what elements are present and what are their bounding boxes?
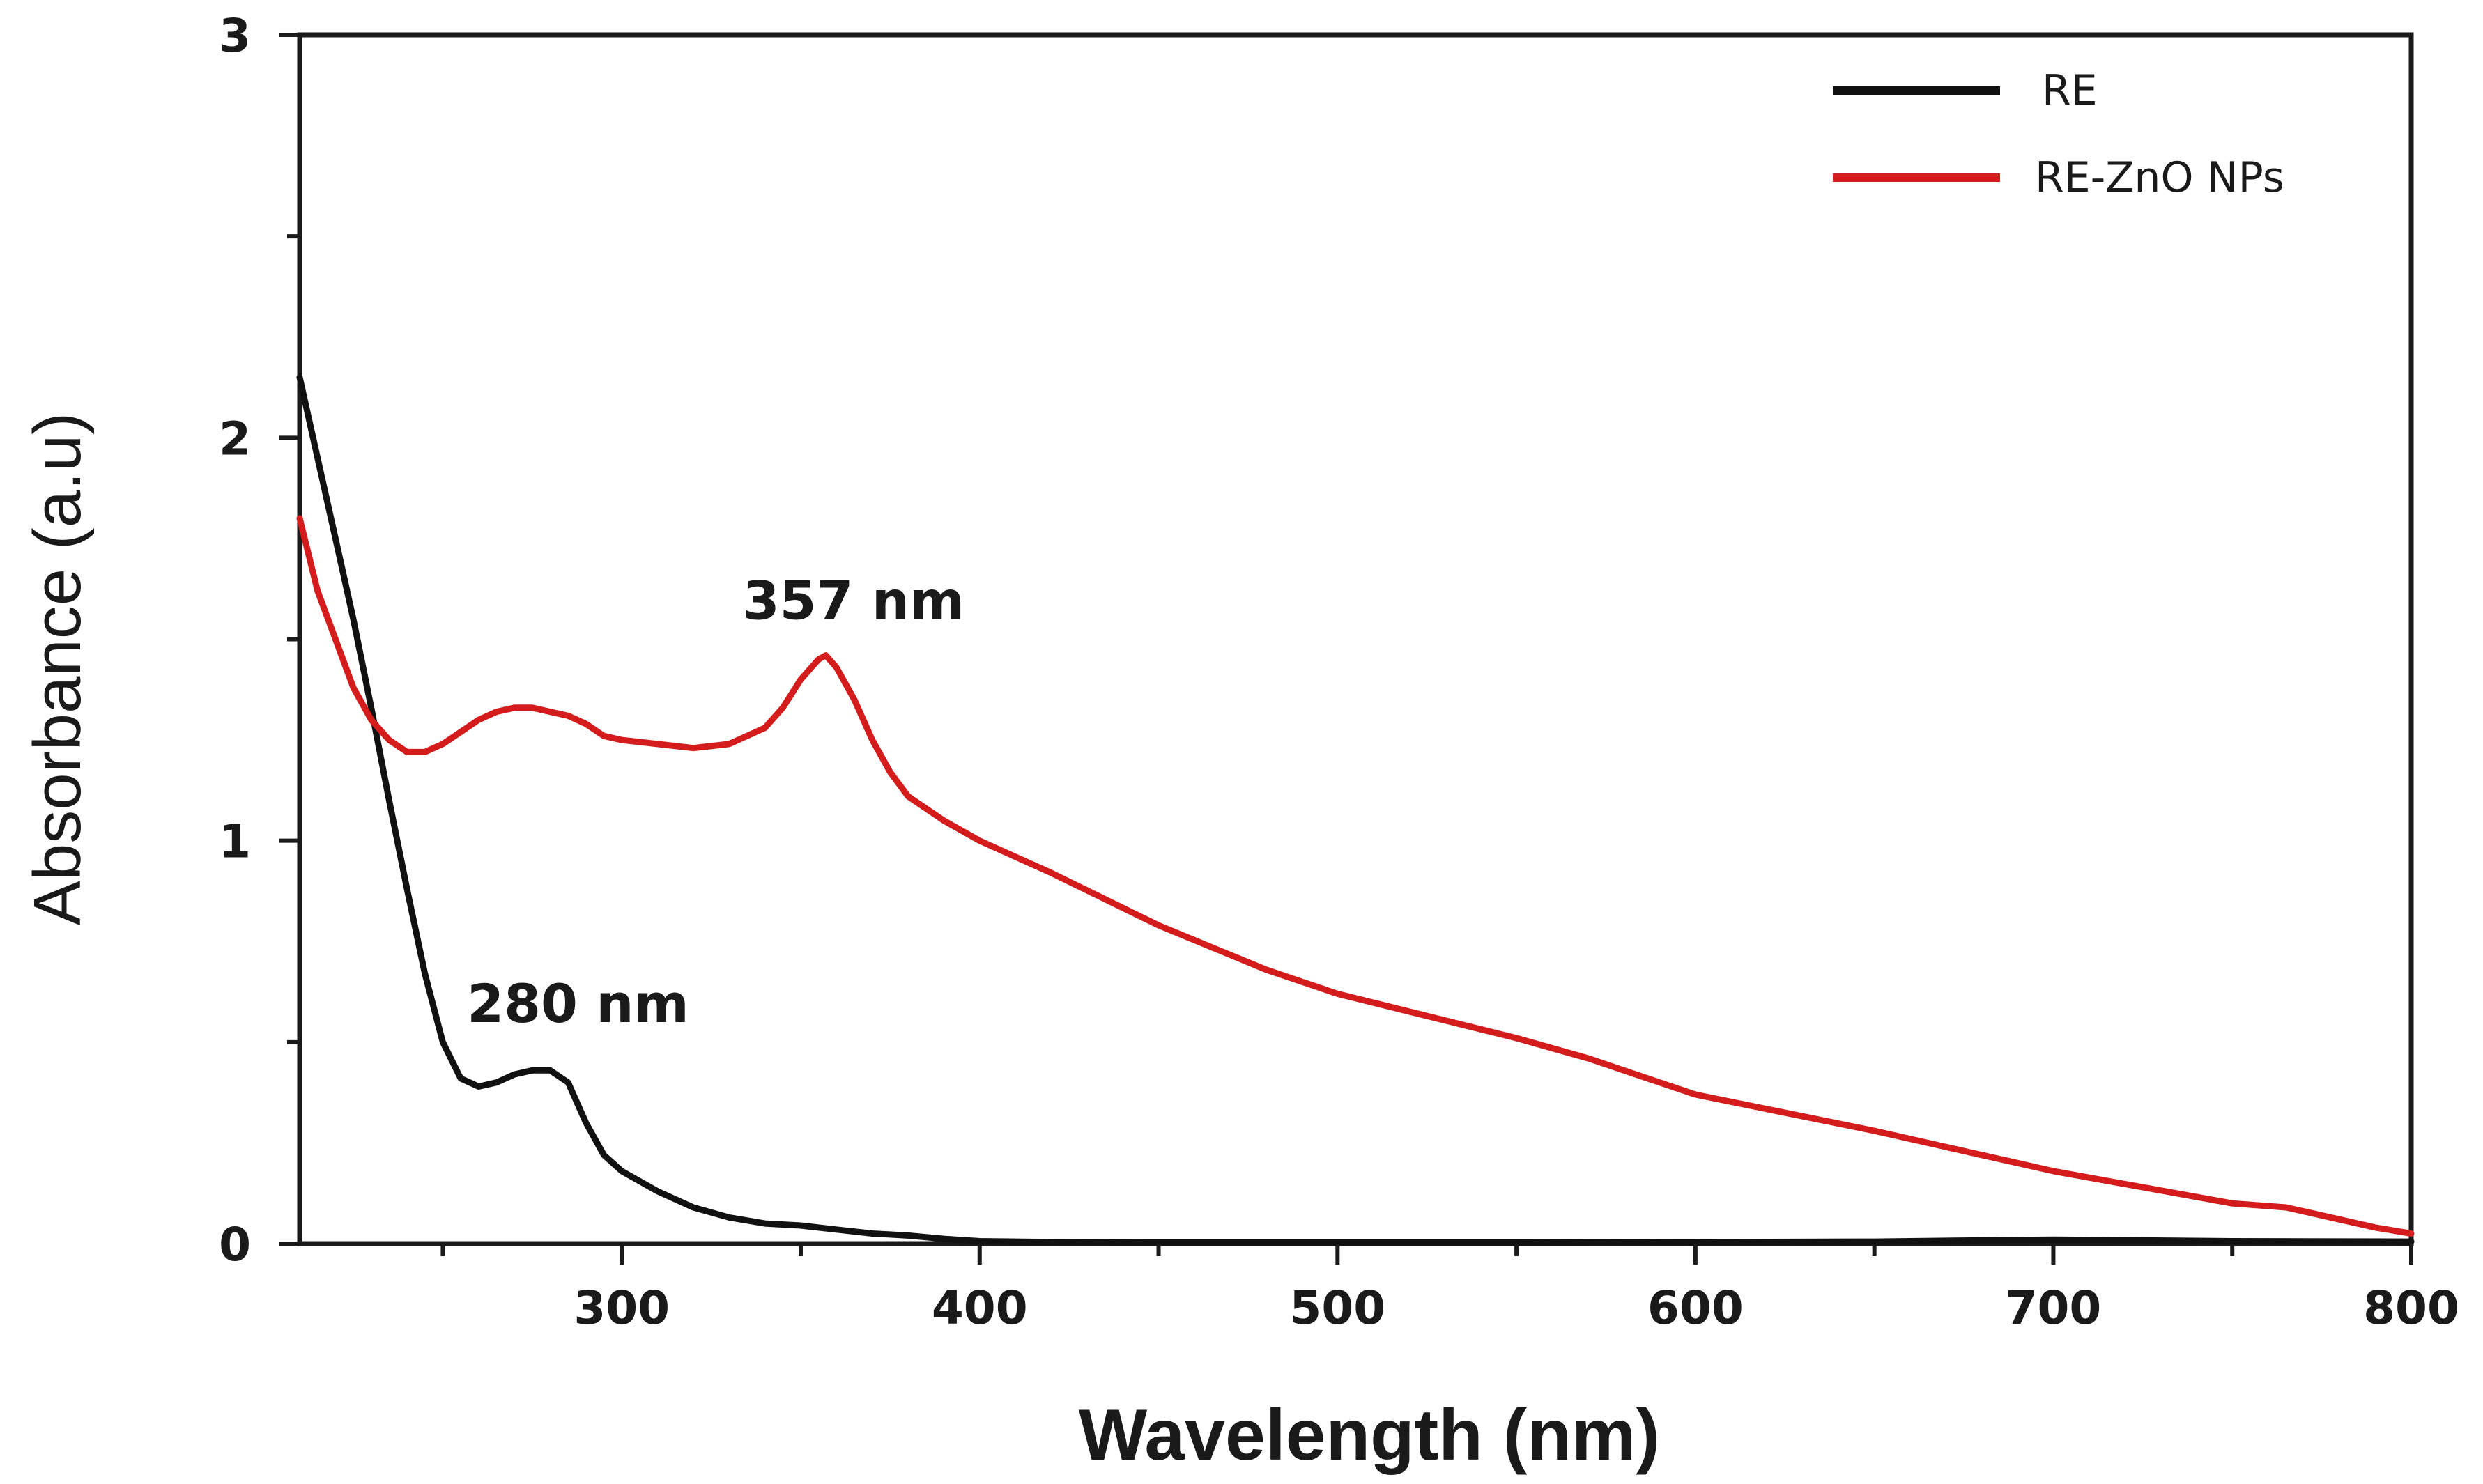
legend-label-re-zno: RE-ZnO NPs xyxy=(2035,153,2284,202)
y-tick-label: 0 xyxy=(219,1218,251,1272)
y-tick-label: 1 xyxy=(219,815,251,869)
legend-label-re: RE xyxy=(2042,66,2098,115)
series-line-re xyxy=(296,374,2415,1246)
annotation-280nm: 280 nm xyxy=(467,973,689,1035)
y-axis-title: Absorbance (a.u) xyxy=(20,412,95,925)
x-tick-label: 600 xyxy=(1647,1281,1744,1335)
y-tick-label: 3 xyxy=(219,9,251,63)
annotation-357nm: 357 nm xyxy=(743,570,964,632)
plot-frame xyxy=(297,32,2414,1246)
x-axis-title: Wavelength (nm) xyxy=(1079,1395,1660,1476)
x-tick-label: 500 xyxy=(1289,1281,1385,1335)
series-layer xyxy=(296,374,2415,1246)
x-tick-label: 800 xyxy=(2363,1281,2459,1335)
y-tick-label: 2 xyxy=(219,412,251,465)
plot-area xyxy=(297,32,2414,1246)
tick-layer: 300 400 500 600 700 800 0 1 2 3 xyxy=(219,9,2459,1335)
series-line-re-zno xyxy=(296,515,2415,1237)
x-tick-label: 300 xyxy=(574,1281,670,1335)
x-tick-label: 700 xyxy=(2006,1281,2102,1335)
legend: RE RE-ZnO NPs xyxy=(1833,66,2284,202)
x-tick-label: 400 xyxy=(932,1281,1028,1335)
